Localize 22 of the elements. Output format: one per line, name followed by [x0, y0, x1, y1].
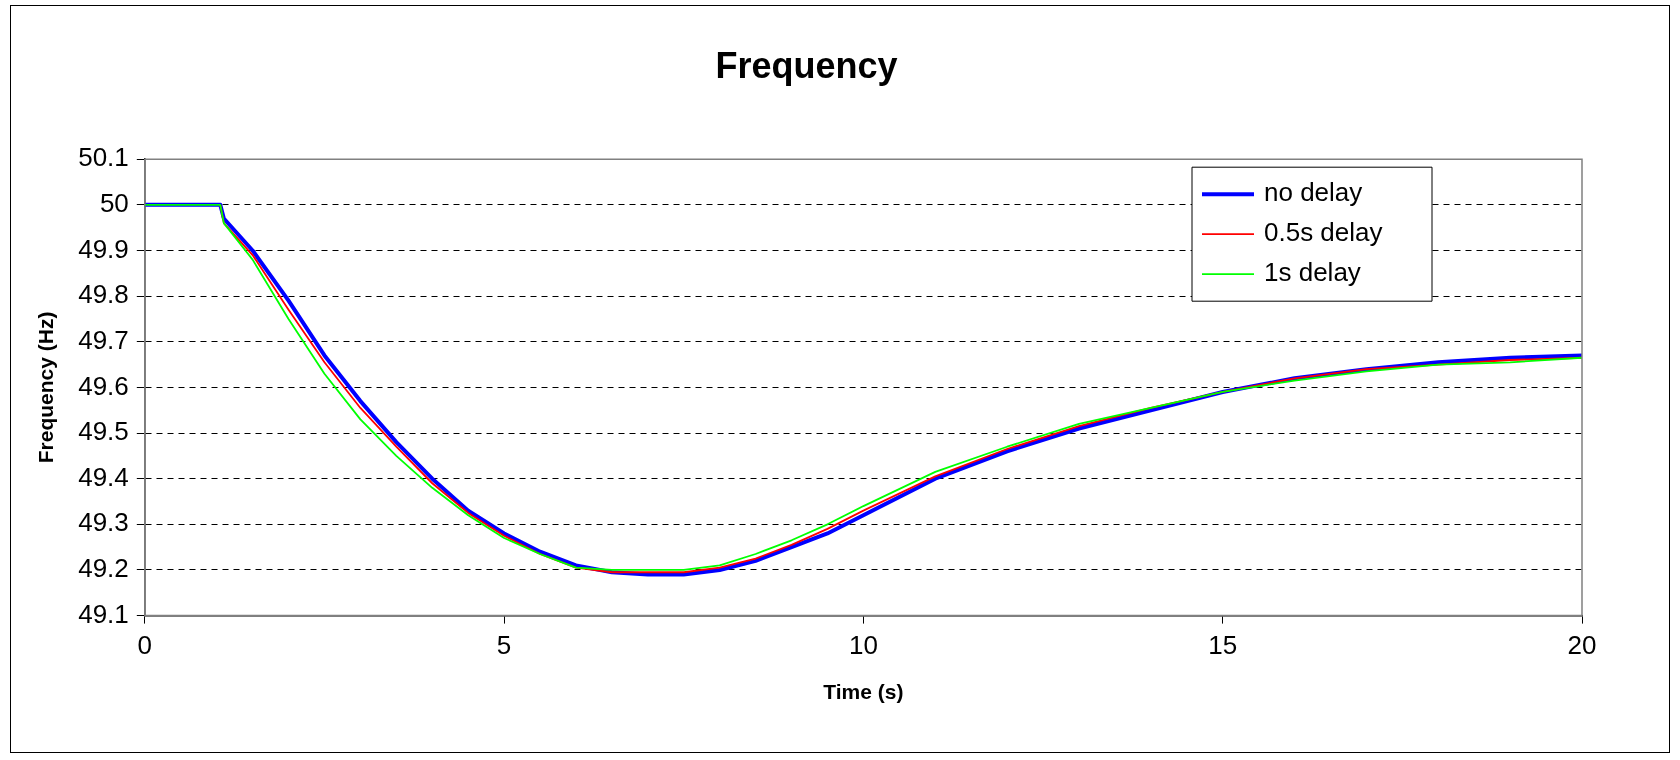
- y-tick-label: 49.7: [78, 324, 129, 355]
- x-tick-label: 15: [1208, 630, 1238, 661]
- x-tick-label: 5: [496, 630, 512, 661]
- y-axis-title: Frequency (Hz): [34, 311, 58, 464]
- y-tick-label: 49.3: [78, 507, 129, 538]
- x-axis-title: Time (s): [823, 680, 904, 704]
- y-tick-label: 49.9: [78, 233, 129, 264]
- y-tick-label: 49.2: [78, 553, 129, 584]
- y-tick-label: 49.5: [78, 416, 129, 447]
- x-tick-label: 10: [848, 630, 878, 661]
- legend-label: no delay: [1264, 177, 1363, 208]
- y-tick-label: 49.6: [78, 370, 129, 401]
- legend-label: 1s delay: [1264, 257, 1361, 288]
- y-tick-label: 49.1: [78, 598, 129, 629]
- y-tick-label: 49.4: [78, 461, 129, 492]
- y-tick-label: 50.1: [78, 142, 129, 173]
- legend-label: 0.5s delay: [1264, 217, 1383, 248]
- x-tick-label: 0: [137, 630, 153, 661]
- y-tick-label: 50: [99, 188, 129, 219]
- chart-title: Frequency: [715, 44, 898, 86]
- y-tick-label: 49.8: [78, 279, 129, 310]
- x-tick-label: 20: [1567, 630, 1597, 661]
